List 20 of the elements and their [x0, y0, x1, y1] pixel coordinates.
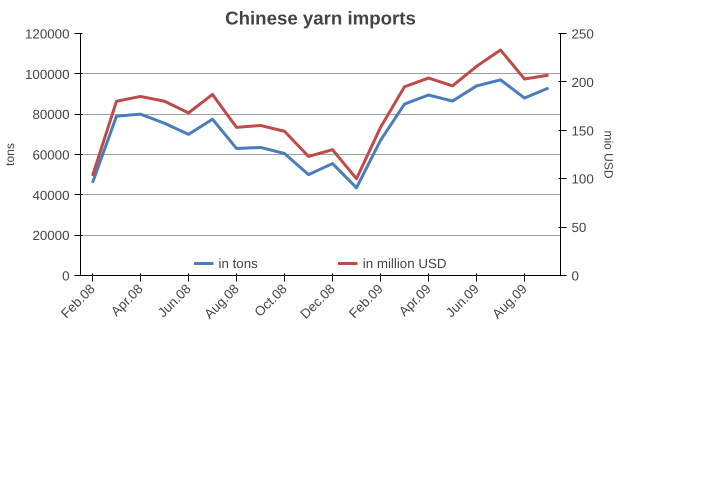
y-tick-label: 0: [62, 268, 70, 284]
y-axis-title: tons: [3, 143, 18, 166]
y2-axis-title: mio USD: [602, 130, 616, 179]
chart-title: Chinese yarn imports: [225, 8, 416, 28]
y2-tick-label: 250: [572, 26, 594, 42]
y2-tick-label: 100: [572, 172, 594, 187]
y2-tick-label: 50: [572, 220, 586, 236]
y2-tick-label: 200: [572, 74, 594, 90]
y-tick-label: 100000: [25, 66, 70, 82]
y-tick-label: 120000: [25, 26, 70, 42]
legend-label: in million USD: [362, 256, 446, 270]
y-tick-label: 80000: [32, 107, 70, 122]
y2-tick-label: 150: [572, 123, 594, 138]
y-tick-label: 60000: [32, 148, 70, 162]
y2-tick-label: 0: [572, 268, 579, 284]
legend-label: in tons: [218, 256, 258, 270]
y-tick-label: 40000: [32, 188, 70, 203]
line-series: [91, 48, 550, 180]
line-series: [91, 78, 550, 190]
y-tick-label: 20000: [32, 228, 70, 244]
